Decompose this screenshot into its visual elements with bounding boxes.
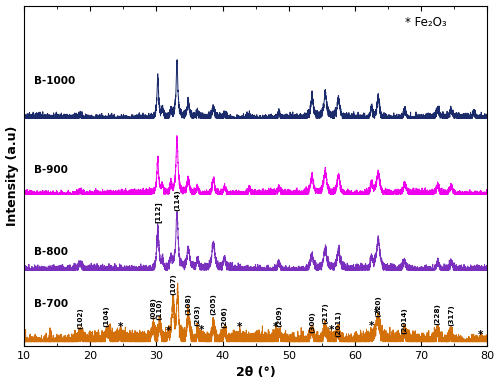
Text: (317): (317)	[448, 304, 454, 326]
Text: (008): (008)	[150, 297, 156, 319]
Text: *: *	[118, 322, 123, 332]
Text: *: *	[478, 330, 484, 340]
Text: B-1000: B-1000	[34, 75, 76, 85]
Y-axis label: Intensity (a.u): Intensity (a.u)	[6, 126, 18, 226]
Text: *: *	[369, 321, 374, 331]
Text: *: *	[273, 321, 278, 331]
Text: (107): (107)	[170, 273, 176, 295]
Text: *: *	[166, 326, 171, 336]
Text: (209): (209)	[276, 305, 282, 327]
Text: *: *	[236, 323, 242, 333]
Text: (104): (104)	[104, 305, 110, 327]
X-axis label: 2θ (°): 2θ (°)	[236, 367, 276, 380]
Text: B-900: B-900	[34, 164, 68, 174]
Text: B-800: B-800	[34, 247, 68, 257]
Text: (217): (217)	[322, 302, 328, 324]
Text: (2014): (2014)	[402, 307, 407, 334]
Text: (206): (206)	[222, 306, 228, 328]
Text: *: *	[199, 325, 204, 335]
Text: (205): (205)	[210, 293, 216, 315]
Text: (203): (203)	[194, 305, 200, 326]
Text: B-700: B-700	[34, 299, 68, 309]
Text: [112]: [112]	[154, 201, 162, 223]
Text: (300): (300)	[309, 311, 315, 333]
Text: *: *	[374, 308, 379, 318]
Text: (102): (102)	[78, 308, 84, 329]
Text: * Fe₂O₃: * Fe₂O₃	[404, 17, 446, 29]
Text: (110): (110)	[157, 298, 163, 320]
Text: *: *	[329, 325, 334, 335]
Text: (108): (108)	[185, 293, 191, 315]
Text: (2011): (2011)	[336, 310, 342, 337]
Text: (220): (220)	[375, 295, 381, 317]
Text: (114): (114)	[174, 189, 180, 211]
Text: (228): (228)	[434, 303, 440, 325]
